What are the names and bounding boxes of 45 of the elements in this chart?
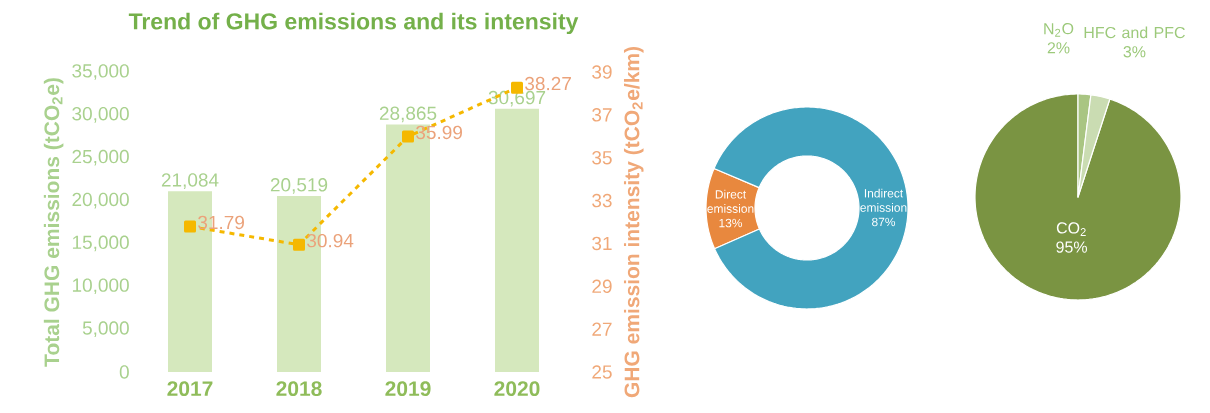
data-label: 13% [719,218,743,228]
y2-tick-label: 35 [592,150,612,165]
data-label: 20,519 [270,178,328,194]
y2-tick-label: 27 [592,322,612,336]
x-tick-label: 2020 [494,381,540,397]
data-label: 30.94 [307,233,354,248]
data-label: 28,865 [379,106,437,123]
data-label: 21,084 [161,173,219,189]
data-label: 3% [1123,46,1146,58]
data-label: 2% [1047,42,1070,54]
y2-tick-label: 31 [592,236,612,251]
y-axis-title: Total GHG emissions (tCO$_{2}$e) [43,78,64,367]
slice-label: CO$_{2}$ [1056,222,1086,236]
data-label: 30,697 [488,90,546,107]
chart-title: Trend of GHG emissions and its intensity [128,12,579,35]
y2-tick-label: 29 [592,279,612,293]
data-label: 31.79 [198,215,244,230]
x-tick-label: 2018 [276,381,322,397]
bar [495,108,539,372]
y2-tick-label: 39 [592,65,612,79]
y-tick-label: 10,000 [72,278,129,295]
y2-tick-label: 25 [592,365,612,379]
y-tick-label: 30,000 [72,106,129,123]
x-tick-label: 2019 [385,381,431,397]
data-label: 38.27 [525,76,571,91]
slice-label: Direct emission [707,189,754,213]
slice-label: HFC and PFC [1084,26,1185,39]
slice-label: N$_{2}$O [1044,22,1074,37]
y2-tick-label: 33 [592,193,612,208]
y2-tick-label: 37 [592,108,612,122]
point [402,130,414,143]
data-label: 95% [1056,241,1088,253]
y-tick-label: 25,000 [72,149,129,166]
y-tick-label: 15,000 [72,235,129,252]
point [184,220,197,233]
y2-axis-title: GHG emission intensity (tCO$_{2}$e/km) [623,47,644,398]
x-tick-label: 2017 [167,381,213,397]
y-tick-label: 20,000 [72,192,129,209]
y-tick-label: 35,000 [72,64,129,80]
data-label: 87% [872,217,896,227]
slice-label: Indirect emission [860,188,907,212]
point [293,238,306,251]
y-tick-label: 0 [119,365,129,379]
data-label: 35.99 [416,125,462,140]
y-tick-label: 5,000 [82,321,129,337]
